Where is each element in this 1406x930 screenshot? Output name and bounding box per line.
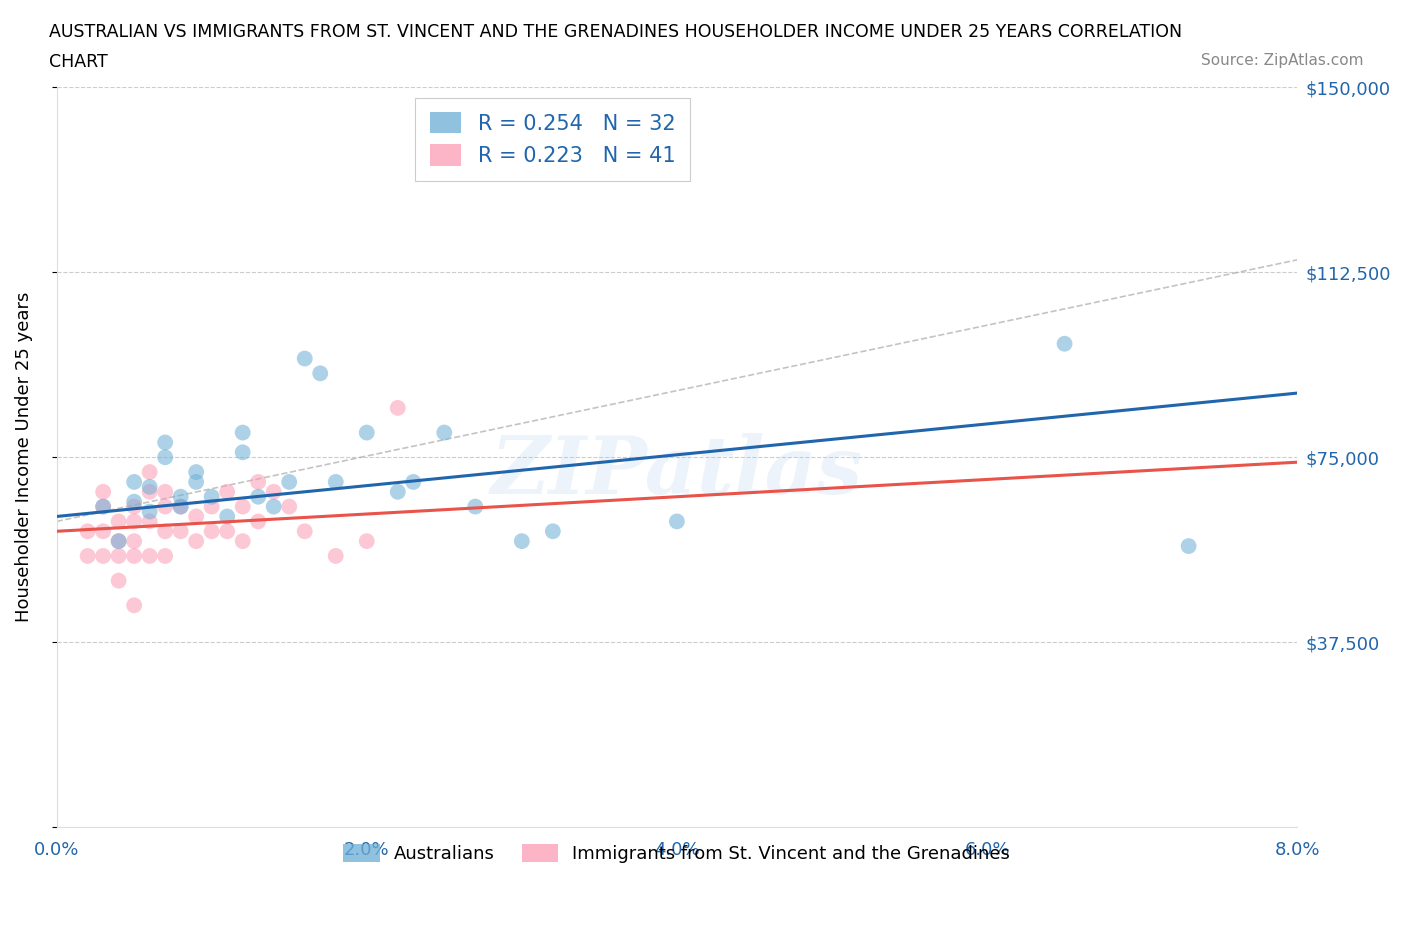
Text: Source: ZipAtlas.com: Source: ZipAtlas.com <box>1201 53 1364 68</box>
Point <box>153 485 176 499</box>
Point <box>278 499 301 514</box>
Point <box>91 485 114 499</box>
Point <box>247 474 270 489</box>
Point <box>201 489 224 504</box>
Point <box>153 499 176 514</box>
Point <box>122 494 145 509</box>
Point <box>138 480 160 495</box>
Point <box>76 549 98 564</box>
Point <box>232 534 254 549</box>
Point <box>107 534 129 549</box>
Point <box>263 499 285 514</box>
Point <box>217 524 239 538</box>
Point <box>186 465 208 480</box>
Point <box>325 549 347 564</box>
Point <box>232 445 254 459</box>
Text: AUSTRALIAN VS IMMIGRANTS FROM ST. VINCENT AND THE GRENADINES HOUSEHOLDER INCOME : AUSTRALIAN VS IMMIGRANTS FROM ST. VINCEN… <box>49 23 1182 41</box>
Point <box>138 514 160 529</box>
Point <box>169 499 191 514</box>
Point <box>387 485 409 499</box>
Point <box>169 489 191 504</box>
Point <box>1053 337 1076 352</box>
Point <box>247 489 270 504</box>
Point <box>91 499 114 514</box>
Point <box>107 534 129 549</box>
Point <box>1177 538 1199 553</box>
Point <box>510 534 533 549</box>
Legend: Australians, Immigrants from St. Vincent and the Grenadines: Australians, Immigrants from St. Vincent… <box>336 836 1018 870</box>
Y-axis label: Householder Income Under 25 years: Householder Income Under 25 years <box>15 292 32 622</box>
Point <box>169 524 191 538</box>
Point <box>76 524 98 538</box>
Point <box>153 549 176 564</box>
Point <box>232 425 254 440</box>
Point <box>91 549 114 564</box>
Point <box>122 474 145 489</box>
Point <box>356 534 378 549</box>
Point <box>294 524 316 538</box>
Point <box>107 514 129 529</box>
Point <box>325 474 347 489</box>
Text: ZIPatlas: ZIPatlas <box>491 433 863 511</box>
Point <box>186 534 208 549</box>
Point <box>122 598 145 613</box>
Point <box>201 524 224 538</box>
Point <box>294 352 316 366</box>
Point <box>186 474 208 489</box>
Point <box>91 499 114 514</box>
Point <box>153 524 176 538</box>
Point <box>186 509 208 524</box>
Point <box>278 474 301 489</box>
Point <box>107 573 129 588</box>
Point <box>138 485 160 499</box>
Point <box>387 401 409 416</box>
Point <box>138 504 160 519</box>
Point <box>665 514 688 529</box>
Point <box>107 549 129 564</box>
Point <box>153 435 176 450</box>
Point <box>263 485 285 499</box>
Point <box>232 499 254 514</box>
Point <box>217 485 239 499</box>
Point <box>217 509 239 524</box>
Point <box>309 365 332 380</box>
Point <box>247 514 270 529</box>
Point <box>541 524 564 538</box>
Point <box>169 499 191 514</box>
Point <box>122 549 145 564</box>
Text: CHART: CHART <box>49 53 108 71</box>
Point <box>464 499 486 514</box>
Point <box>122 499 145 514</box>
Point <box>138 549 160 564</box>
Point <box>402 474 425 489</box>
Point <box>433 425 456 440</box>
Point <box>91 524 114 538</box>
Point <box>122 534 145 549</box>
Point <box>138 465 160 480</box>
Point <box>153 450 176 465</box>
Point <box>122 514 145 529</box>
Point <box>356 425 378 440</box>
Point <box>201 499 224 514</box>
